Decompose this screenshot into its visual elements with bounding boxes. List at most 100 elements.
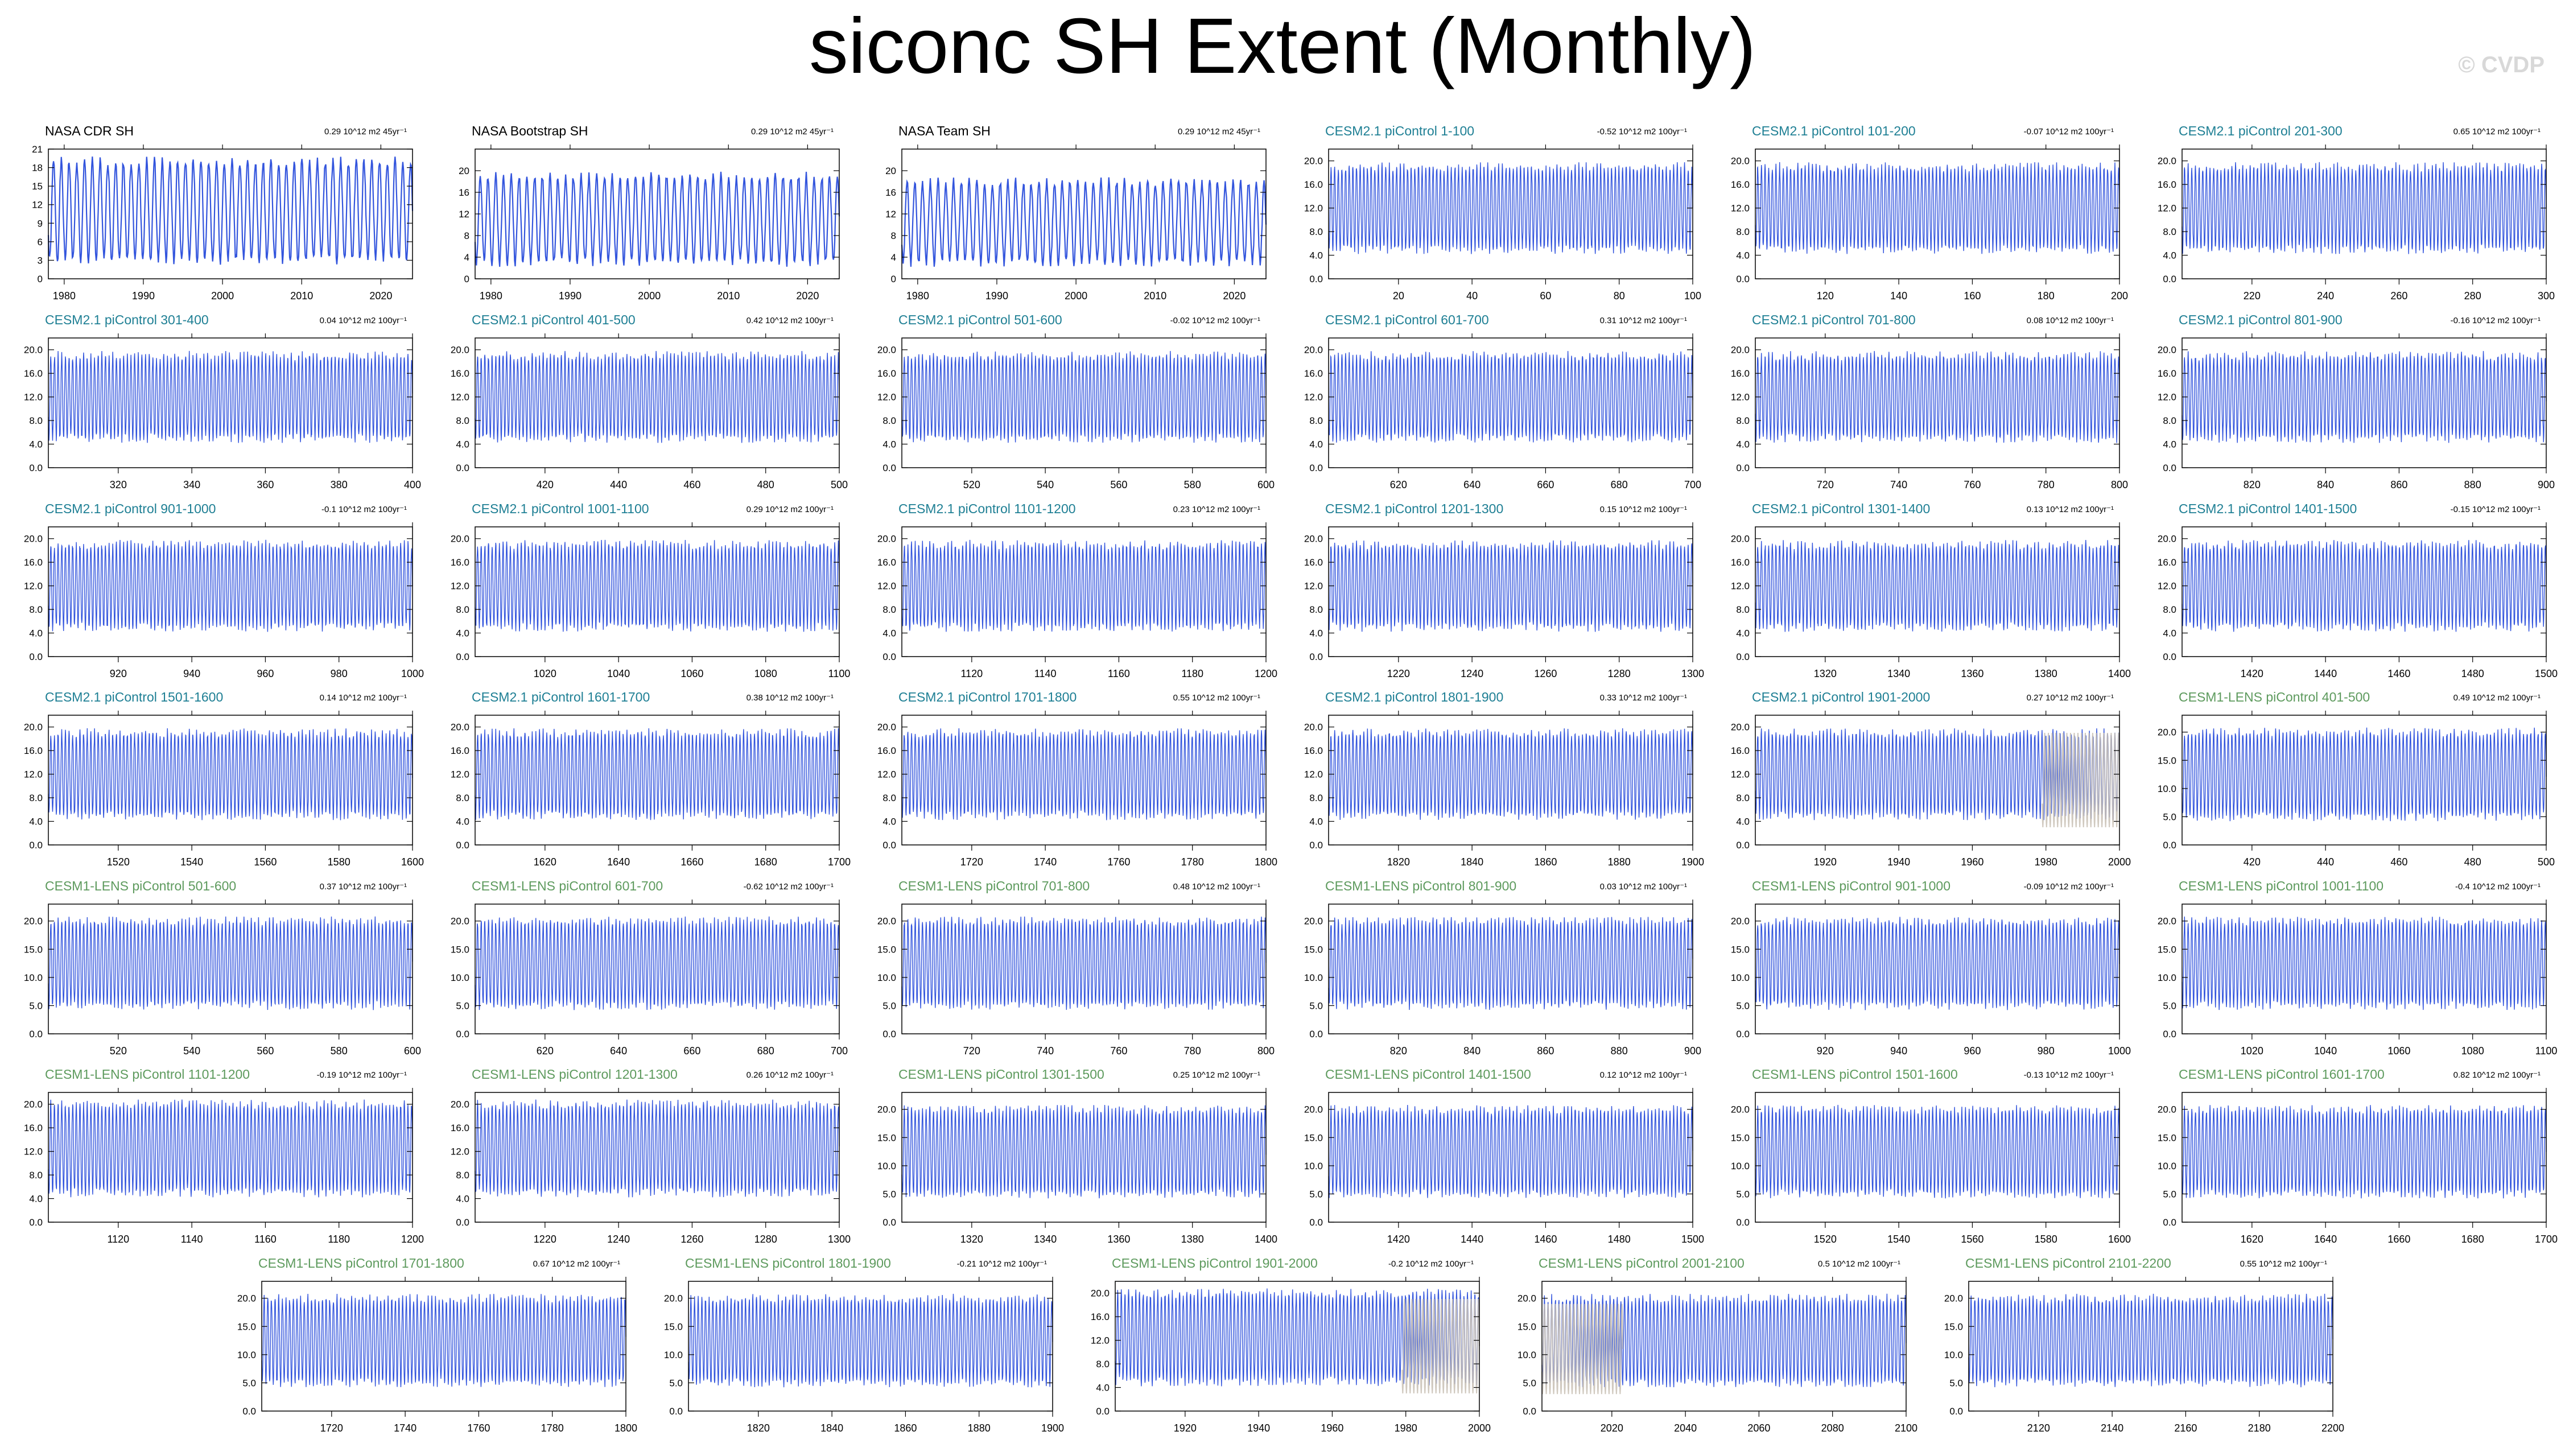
chart-panel: CESM2.1 piControl 1001-1100 0.29 10^12 m2… [451,501,850,679]
trend-label: -0.02 10^12 m2 100yr⁻¹ [1170,316,1260,325]
x-tick-label: 580 [1184,479,1201,490]
x-tick-label: 1760 [467,1422,490,1434]
y-tick-label: 15.0 [2158,1132,2176,1143]
x-tick-label: 2080 [1821,1422,1844,1434]
x-tick-label: 160 [1964,290,1981,302]
plot-frame [48,904,413,1034]
x-tick-label: 760 [1964,479,1981,490]
x-tick-label: 1980 [906,290,929,302]
y-tick-label: 5.0 [1309,1189,1323,1199]
y-tick-label: 5.0 [2163,1000,2176,1011]
y-tick-label: 5.0 [1736,1189,1750,1199]
y-tick-label: 0.0 [1309,463,1323,473]
trend-label: 0.27 10^12 m2 100yr⁻¹ [2027,693,2114,703]
plot-frame [475,715,840,845]
x-tick-label: 1940 [1887,856,1910,868]
x-tick-label: 2000 [1468,1422,1491,1434]
y-tick-label: 4.0 [1309,628,1323,639]
series-line [2182,1105,2547,1199]
x-tick-label: 1740 [1034,856,1057,868]
x-tick-label: 1580 [2035,1234,2057,1245]
x-tick-label: 2020 [369,290,392,302]
x-tick-label: 1520 [1814,1234,1837,1245]
x-tick-label: 520 [110,1045,127,1057]
series-line [901,916,1267,1010]
x-tick-label: 1480 [1608,1234,1631,1245]
y-tick-label: 12.0 [877,769,896,780]
x-tick-label: 2020 [1601,1422,1623,1434]
y-tick-label: 8.0 [456,415,469,426]
y-tick-label: 16.0 [24,557,43,568]
y-tick-label: 5.0 [883,1189,896,1199]
x-tick-label: 800 [1257,1045,1275,1057]
x-tick-label: 320 [110,479,127,490]
trend-label: -0.52 10^12 m2 100yr⁻¹ [1597,127,1687,137]
y-tick-label: 16.0 [877,368,896,379]
y-tick-label: 12.0 [24,392,43,403]
x-tick-label: 1620 [2241,1234,2263,1245]
x-tick-label: 1960 [1961,856,1983,868]
chart-title: CESM2.1 piControl 1901-2000 [1752,690,1930,704]
y-tick-label: 5.0 [2163,1189,2176,1199]
x-tick-label: 1920 [1814,856,1837,868]
chart-panel: CESM2.1 piControl 101-200 -0.07 10^12 m2 … [1731,123,2128,302]
plot-frame [1328,337,1693,468]
y-tick-label: 16.0 [2158,557,2176,568]
plot-frame [901,904,1267,1034]
x-tick-label: 660 [683,1045,700,1057]
series-line [1968,1293,2333,1388]
series-line [475,539,840,632]
x-tick-label: 1440 [1461,1234,1483,1245]
x-tick-label: 660 [1537,479,1554,490]
plot-frame [1968,1281,2333,1412]
series-line [1328,728,1693,820]
plot-frame [1541,1281,1907,1412]
x-tick-label: 2000 [1065,290,1087,302]
x-tick-label: 1580 [328,856,350,868]
series-line [1328,1104,1693,1198]
chart-panel: CESM1-LENS piControl 2001-2100 0.5 10^12 … [1517,1256,1917,1434]
y-tick-label: 8.0 [1096,1359,1110,1370]
x-tick-label: 640 [1463,479,1481,490]
plot-frame [2182,526,2547,657]
x-tick-label: 620 [537,1045,554,1057]
plot-frame [1755,715,2120,845]
x-tick-label: 2140 [2101,1422,2123,1434]
x-tick-label: 720 [1817,479,1834,490]
x-tick-label: 1020 [534,668,556,679]
trend-label: 0.31 10^12 m2 100yr⁻¹ [1600,316,1687,325]
chart-title: CESM1-LENS piControl 1501-1600 [1752,1067,1958,1082]
chart-panel: CESM1-LENS piControl 1401-1500 0.12 10^12… [1304,1067,1704,1245]
chart-title: CESM1-LENS piControl 1301-1500 [898,1067,1104,1082]
chart-title: CESM2.1 piControl 501-600 [898,312,1062,327]
chart-panel: CESM2.1 piControl 1-100 -0.52 10^12 m2 10… [1304,123,1701,302]
x-tick-label: 1220 [534,1234,556,1245]
trend-label: -0.15 10^12 m2 100yr⁻¹ [2451,505,2541,514]
series-line [1755,540,2120,632]
series-line [475,728,840,820]
series-line [1755,350,2120,443]
plot-frame [901,715,1267,845]
chart-panel: CESM2.1 piControl 601-700 0.31 10^12 m2 1… [1304,312,1701,490]
x-tick-label: 1120 [107,1234,129,1245]
x-tick-label: 760 [1110,1045,1127,1057]
x-tick-label: 1460 [1534,1234,1557,1245]
chart-title: CESM2.1 piControl 1001-1100 [472,501,649,516]
y-tick-label: 16.0 [1304,179,1323,190]
x-tick-label: 960 [257,668,274,679]
y-tick-label: 0.0 [29,463,43,473]
plot-frame [1755,1092,2120,1223]
chart-title: CESM2.1 piControl 1101-1200 [898,501,1076,516]
trend-label: 0.13 10^12 m2 100yr⁻¹ [2027,505,2114,514]
x-tick-label: 1900 [1681,856,1704,868]
x-tick-label: 920 [110,668,127,679]
trend-label: -0.62 10^12 m2 100yr⁻¹ [744,882,834,892]
y-tick-label: 4.0 [2163,439,2176,450]
chart-title: CESM1-LENS piControl 1401-1500 [1325,1067,1531,1082]
y-tick-label: 20.0 [1304,722,1323,733]
x-tick-label: 2000 [638,290,661,302]
trend-label: -0.13 10^12 m2 100yr⁻¹ [2024,1070,2114,1080]
x-tick-label: 1260 [681,1234,703,1245]
plot-frame [475,337,840,468]
x-tick-label: 1100 [2535,1045,2558,1057]
